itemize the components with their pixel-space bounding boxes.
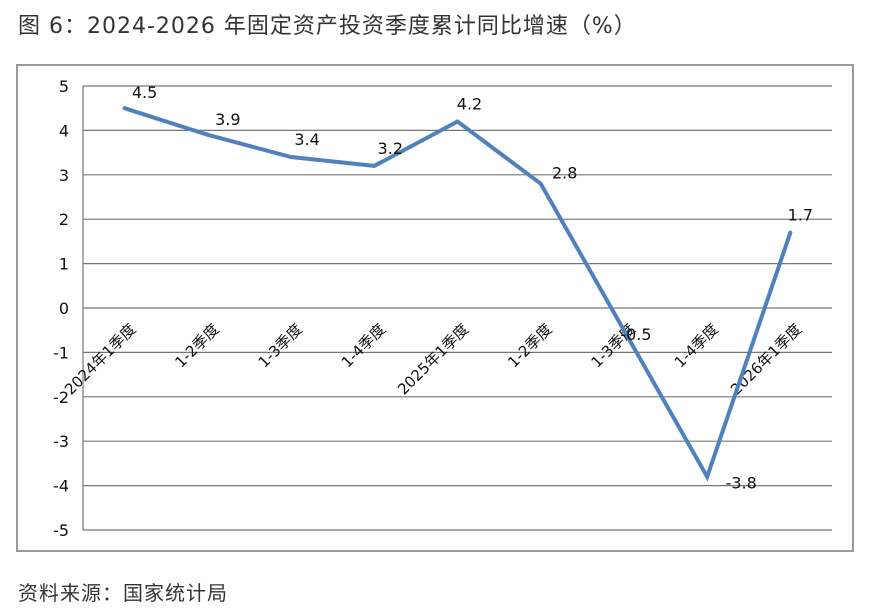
data-label: 4.2 [457, 95, 482, 114]
y-tick-label: 4 [59, 121, 69, 140]
data-label: 3.9 [215, 110, 240, 129]
x-tick-label: 1-3季度 [255, 320, 306, 371]
data-label: 1.7 [788, 206, 813, 225]
x-tick-label: 2025年1季度 [394, 320, 472, 398]
y-tick-label: -1 [53, 343, 69, 362]
data-label: 3.4 [294, 130, 319, 149]
x-tick-label: 1-2季度 [504, 320, 555, 371]
data-labels: 4.5 3.9 3.4 3.2 4.2 2.8 -0.5 -3.8 1.7 [132, 83, 813, 493]
x-tick-label: 1-4季度 [338, 320, 389, 371]
chart-title: 图 6：2024-2026 年固定资产投资季度累计同比增速（%） [18, 14, 637, 39]
y-tick-label: 1 [59, 255, 69, 274]
y-tick-label: -2 [53, 388, 69, 407]
y-tick-label: 5 [59, 77, 69, 96]
data-label: -3.8 [726, 474, 757, 493]
x-tick-label: 1-4季度 [671, 320, 722, 371]
series-line-path [122, 106, 793, 482]
x-axis-labels: 2024年1季度 1-2季度 1-3季度 1-4季度 2025年1季度 1-2季度 1-3季… [61, 320, 805, 398]
x-tick-label: 2024年1季度 [61, 320, 139, 398]
y-tick-label: -3 [53, 432, 69, 451]
data-label: -0.5 [620, 325, 651, 344]
y-tick-label: -4 [53, 477, 69, 496]
y-tick-label: -5 [53, 521, 69, 540]
series-line [122, 106, 793, 482]
x-tick-label: 1-2季度 [171, 320, 222, 371]
y-tick-label: 0 [59, 299, 69, 318]
y-tick-label: 3 [59, 166, 69, 185]
y-tick-label: 2 [59, 210, 69, 229]
data-label: 4.5 [132, 83, 157, 102]
source-note: 资料来源：国家统计局 [18, 581, 228, 605]
gridlines [82, 85, 832, 531]
data-label: 2.8 [552, 164, 577, 183]
data-label: 3.2 [378, 139, 403, 158]
y-axis-ticks: 5 4 3 2 1 0 -1 -2 -3 -4 -5 [53, 77, 69, 540]
